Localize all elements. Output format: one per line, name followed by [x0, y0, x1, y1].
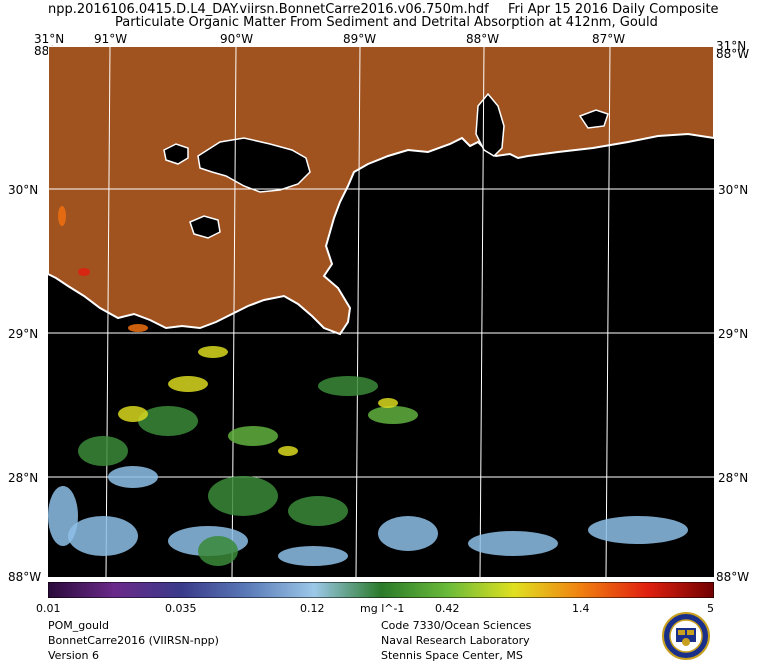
org-code: Code 7330/Ocean Sciences: [381, 619, 532, 632]
pom-patch: [198, 536, 238, 566]
graticule: [48, 46, 714, 577]
pom-patch: [368, 406, 418, 424]
lon-label-88w: 88°W: [466, 32, 500, 46]
naval-research-laboratory-seal-icon: [662, 612, 710, 660]
land-mass: [48, 46, 714, 336]
pom-patch: [58, 206, 66, 226]
pom-patch: [278, 446, 298, 456]
pom-patch: [168, 376, 208, 392]
corner-lat-label-top-right: 31°N: [716, 39, 747, 53]
colorbar-units: mg l^-1: [360, 602, 405, 615]
pom-patch: [118, 406, 148, 422]
lat-label-right-28n: 28°N: [718, 471, 749, 485]
lake-salvador: [189, 215, 221, 239]
lon-label-87w: 87°W: [592, 32, 626, 46]
colorbar-tick-0: 0.01: [36, 602, 61, 615]
corner-lon-label-top-right: 88°W: [716, 47, 750, 61]
ocean-color-map: [48, 46, 714, 577]
graticule-line: [479, 46, 485, 577]
pom-field: [48, 206, 688, 566]
colorbar: [48, 582, 714, 598]
pom-patch: [318, 376, 378, 396]
product-name: POM_gould: [48, 619, 110, 632]
colorbar-tick-3: 0.42: [435, 602, 460, 615]
pom-patch: [468, 531, 558, 556]
pom-patch: [78, 436, 128, 466]
file-name: npp.2016106.0415.D.L4_DAY.viirsn.BonnetC…: [48, 2, 489, 17]
org-name: Naval Research Laboratory: [381, 634, 530, 647]
pom-patch: [378, 398, 398, 408]
pom-patch: [198, 346, 228, 358]
lon-label-bottom-left: 88°W: [8, 570, 42, 584]
pom-patch: [208, 476, 278, 516]
lake-pontchartrain: [197, 137, 311, 193]
pom-patch: [588, 516, 688, 544]
lat-label-right-30n: 30°N: [718, 183, 749, 197]
colorbar-tick-4: 1.4: [572, 602, 590, 615]
lon-label-90w: 90°W: [220, 32, 254, 46]
graticule-line: [355, 46, 361, 577]
pom-patch: [228, 426, 278, 446]
pom-patch: [278, 546, 348, 566]
product-title: Particulate Organic Matter From Sediment…: [115, 15, 658, 30]
lon-label-bottom-right: 88°W: [716, 570, 750, 584]
lat-label-left-28n: 28°N: [8, 471, 39, 485]
pom-patch: [378, 516, 438, 551]
pensacola-bay: [578, 109, 609, 129]
pom-patch: [288, 496, 348, 526]
composite-date: Fri Apr 15 2016 Daily Composite: [508, 2, 719, 17]
colorbar-tick-5: 5: [707, 602, 714, 615]
lat-label-left-29n: 29°N: [8, 327, 39, 341]
region-sensor: BonnetCarre2016 (VIIRSN-npp): [48, 634, 219, 647]
corner-lat-label-top-left: 31°N: [34, 32, 65, 46]
colorbar-tick-1: 0.035: [165, 602, 197, 615]
lat-label-right-29n: 29°N: [718, 327, 749, 341]
colorbar-gradient: [48, 582, 714, 598]
lon-label-91w: 91°W: [94, 32, 128, 46]
pom-patch: [108, 466, 158, 488]
org-location: Stennis Space Center, MS: [381, 649, 523, 662]
lon-label-89w: 89°W: [343, 32, 377, 46]
pom-patch: [68, 516, 138, 556]
graticule-line: [105, 46, 111, 577]
graticule-line: [605, 46, 611, 577]
pom-patch: [78, 268, 90, 276]
pom-patch: [128, 324, 148, 332]
colorbar-tick-2: 0.12: [300, 602, 325, 615]
pom-patch: [48, 486, 78, 546]
pom-patch: [138, 406, 198, 436]
lake-maurepas: [163, 143, 189, 165]
lat-label-left-30n: 30°N: [8, 183, 39, 197]
version-label: Version 6: [48, 649, 99, 662]
